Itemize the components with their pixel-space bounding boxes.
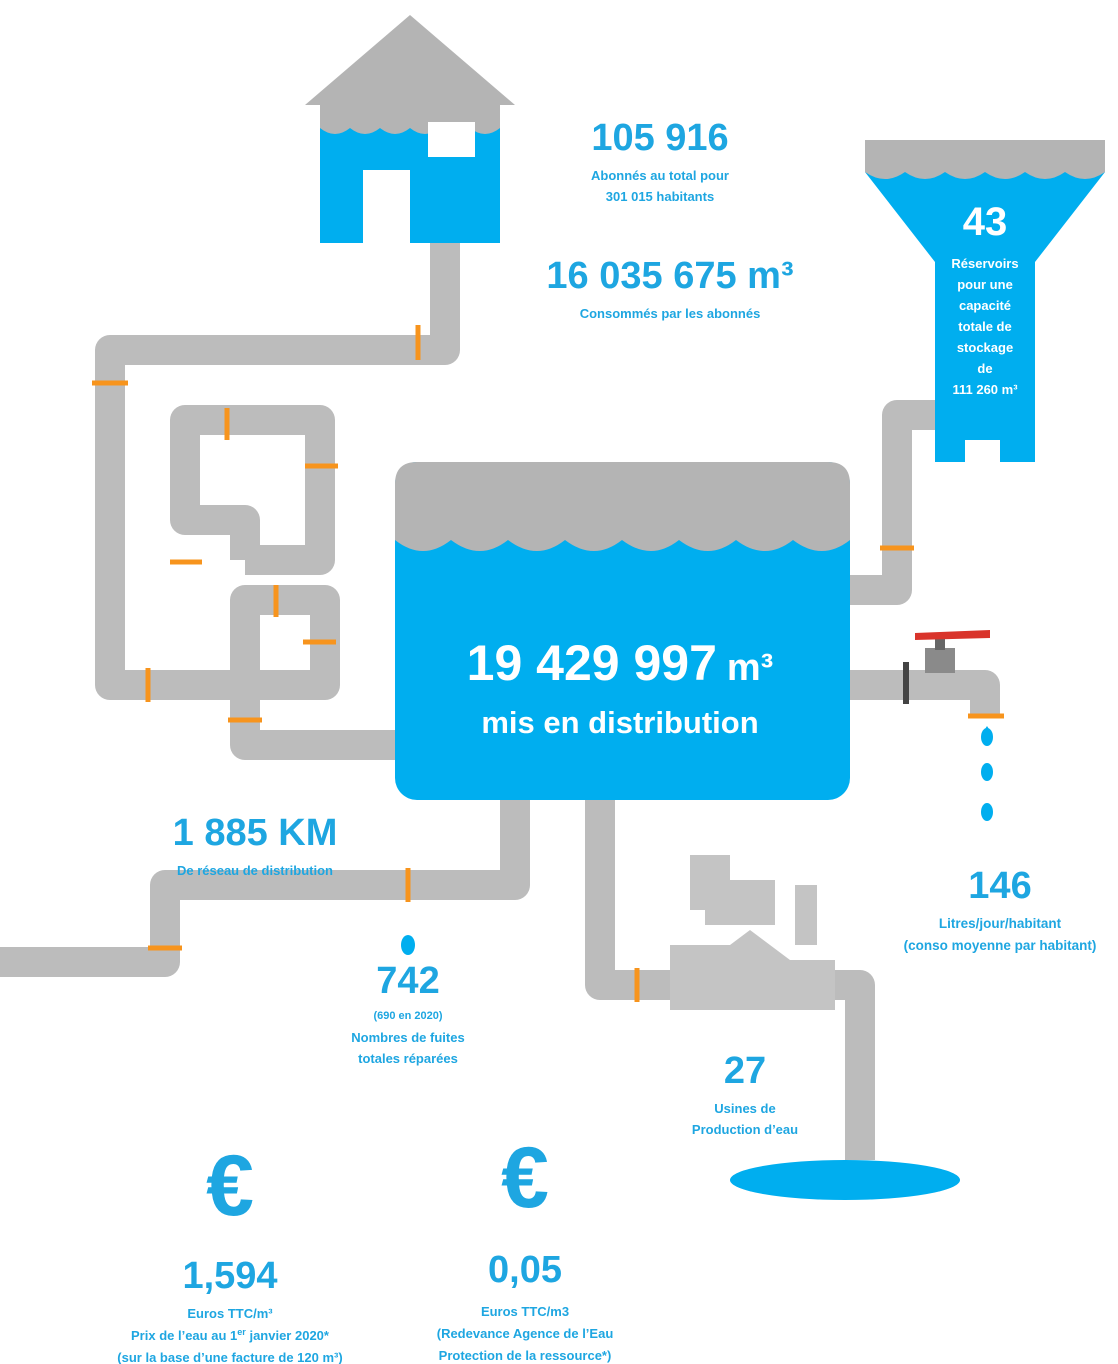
factory-base [670, 930, 835, 1010]
superscript: er [237, 1327, 246, 1337]
pipes [0, 240, 1000, 1160]
price-label: Euros TTC/m³ [187, 1306, 273, 1321]
factory [670, 855, 835, 1010]
tank-value: 19 429 997 m³ [467, 635, 774, 691]
stat-value: 105 916 [591, 117, 728, 159]
reservoir-label: pour une [957, 277, 1013, 292]
chimney [795, 885, 817, 945]
stat-label: Nombres de fuites [351, 1030, 464, 1045]
reservoir-label: Réservoirs [951, 256, 1018, 271]
drop [981, 728, 993, 746]
tap-handle [915, 630, 990, 640]
tap-valve [925, 648, 955, 673]
factory-window [707, 937, 714, 945]
stat-note: (690 en 2020) [373, 1010, 442, 1022]
reservoir-label: totale de [958, 319, 1011, 334]
pipe [95, 240, 460, 760]
factory-block [705, 880, 775, 925]
reservoir-label: stockage [957, 340, 1013, 355]
text-part: Prix de l’eau au 1 [131, 1328, 237, 1343]
drop [981, 803, 993, 821]
house [305, 15, 515, 243]
pipe [835, 970, 875, 1160]
reservoir [865, 140, 1105, 462]
stat-label: Abonnés au total pour [591, 168, 729, 183]
stat-label: (conso moyenne par habitant) [904, 938, 1097, 953]
stat-label: 301 015 habitants [606, 189, 714, 204]
tank-number: 19 429 997 [467, 635, 717, 691]
text-part: janvier 2020* [246, 1328, 330, 1343]
tap-ring [903, 662, 909, 704]
window [428, 122, 475, 157]
reservoir-label: capacité [959, 298, 1011, 313]
reservoir-label: 111 260 m³ [952, 382, 1018, 397]
tank-unit: m³ [727, 647, 773, 689]
stat-label: Litres/jour/habitant [939, 916, 1062, 931]
tank-label: mis en distribution [481, 705, 758, 740]
euro-icon: € [501, 1130, 549, 1226]
pipe [585, 795, 690, 1000]
tank-body [395, 462, 850, 800]
pipe [170, 405, 335, 575]
stat-value: 146 [968, 865, 1031, 907]
stat-label: De réseau de distribution [177, 863, 333, 878]
drop [981, 763, 993, 781]
factory-window [683, 937, 690, 945]
factory-window [695, 937, 702, 945]
price-label: (Redevance Agence de l’Eau [437, 1326, 614, 1341]
stat-value: 1 885 KM [173, 812, 338, 854]
reservoir-top [865, 140, 1105, 179]
price-value: 1,594 [182, 1255, 277, 1297]
price-value: 0,05 [488, 1249, 562, 1291]
tank-top [395, 462, 850, 551]
price-label: (sur la base d’une facture de 120 m³) [117, 1350, 342, 1364]
reservoir-label: de [977, 361, 992, 376]
tap-stem [935, 635, 945, 650]
pipe-joints [92, 325, 1004, 1002]
leak-drop [401, 935, 415, 955]
stat-label: Consommés par les abonnés [580, 306, 761, 321]
stat-value: 16 035 675 m³ [546, 255, 793, 297]
pond [730, 1160, 960, 1200]
reservoir-body [865, 140, 1105, 462]
reservoir-value: 43 [963, 200, 1008, 244]
price-label: Protection de la ressource*) [439, 1348, 612, 1363]
tap [903, 630, 993, 821]
door [363, 170, 410, 243]
pipe [850, 670, 1000, 715]
pipe [0, 795, 530, 977]
stat-value: 27 [724, 1050, 766, 1092]
pipe [848, 400, 940, 605]
stat-value: 742 [376, 960, 439, 1002]
price-label: Prix de l’eau au 1er janvier 2020* [131, 1327, 330, 1343]
roof [305, 15, 515, 105]
stat-label: Production d’eau [692, 1122, 798, 1137]
stat-label: totales réparées [358, 1051, 458, 1066]
stat-label: Usines de [714, 1101, 775, 1116]
tank [395, 462, 850, 800]
price-label: Euros TTC/m3 [481, 1304, 569, 1319]
euro-icon: € [206, 1138, 254, 1234]
